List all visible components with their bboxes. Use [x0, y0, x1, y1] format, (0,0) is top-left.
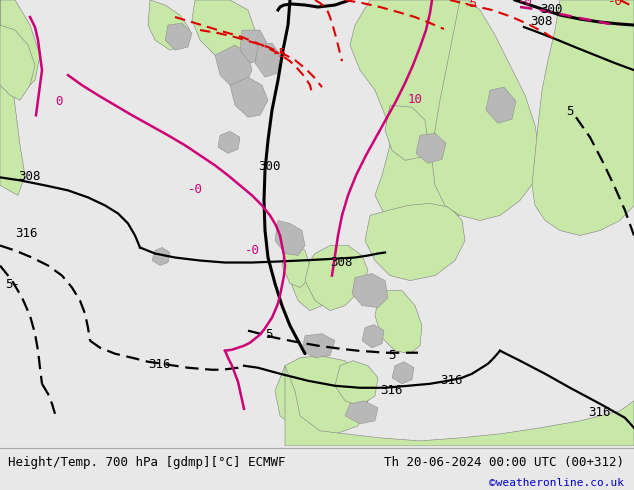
Text: -5: -5 [463, 0, 478, 10]
Text: 10: 10 [408, 93, 423, 106]
Polygon shape [230, 77, 268, 117]
Polygon shape [392, 362, 414, 384]
Polygon shape [218, 131, 240, 153]
Text: 300: 300 [540, 3, 562, 16]
Polygon shape [215, 45, 252, 87]
Text: 5: 5 [566, 105, 574, 118]
Polygon shape [282, 244, 310, 288]
Polygon shape [240, 30, 268, 63]
Polygon shape [335, 361, 378, 406]
Text: -0: -0 [245, 244, 260, 256]
Text: -5: -5 [272, 47, 287, 60]
Text: 316: 316 [588, 406, 611, 419]
Text: 308: 308 [530, 15, 552, 28]
Polygon shape [275, 356, 368, 436]
Text: ©weatheronline.co.uk: ©weatheronline.co.uk [489, 478, 624, 489]
Text: Th 20-06-2024 00:00 UTC (00+312): Th 20-06-2024 00:00 UTC (00+312) [384, 456, 624, 469]
Text: -0: -0 [518, 0, 533, 8]
Polygon shape [290, 261, 328, 311]
Text: 316: 316 [15, 227, 37, 241]
Text: 5-: 5- [5, 277, 20, 291]
Text: 5: 5 [265, 328, 273, 341]
Polygon shape [532, 0, 634, 236]
Polygon shape [345, 401, 378, 424]
Polygon shape [375, 291, 422, 354]
Polygon shape [385, 105, 428, 160]
Polygon shape [350, 0, 495, 230]
Polygon shape [0, 0, 40, 95]
Polygon shape [275, 220, 305, 255]
Polygon shape [165, 23, 192, 50]
Text: 0: 0 [55, 95, 63, 108]
Polygon shape [432, 0, 540, 220]
Text: 308: 308 [18, 171, 41, 183]
Polygon shape [148, 0, 190, 50]
Polygon shape [152, 247, 170, 266]
Text: 316: 316 [440, 374, 462, 387]
Polygon shape [362, 325, 384, 348]
Polygon shape [305, 245, 368, 311]
Text: 308: 308 [330, 256, 353, 269]
Polygon shape [0, 0, 25, 196]
Polygon shape [365, 203, 465, 281]
Polygon shape [352, 273, 388, 308]
Polygon shape [192, 0, 255, 60]
Text: 5: 5 [388, 349, 396, 362]
Polygon shape [486, 87, 516, 123]
Polygon shape [0, 0, 35, 100]
Polygon shape [302, 334, 335, 358]
Text: -0: -0 [608, 0, 623, 8]
Polygon shape [285, 366, 634, 446]
Text: 316: 316 [380, 384, 403, 397]
Text: 316: 316 [148, 358, 171, 371]
Text: Height/Temp. 700 hPa [gdmp][°C] ECMWF: Height/Temp. 700 hPa [gdmp][°C] ECMWF [8, 456, 285, 469]
Text: 300: 300 [258, 160, 280, 173]
Text: -0: -0 [188, 183, 203, 196]
Polygon shape [255, 43, 282, 77]
Polygon shape [416, 133, 446, 163]
